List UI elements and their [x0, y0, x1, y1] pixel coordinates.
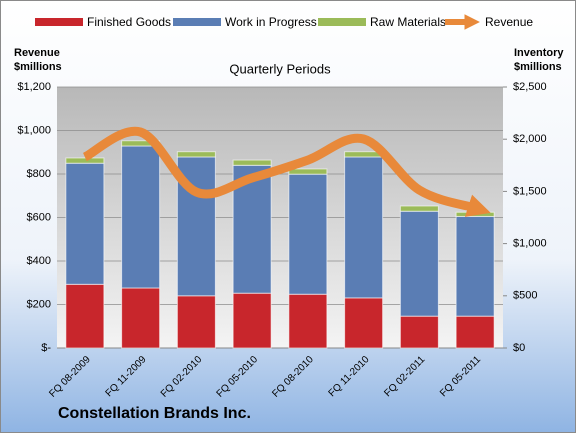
- bar-segment: [399, 210, 439, 317]
- bar-segment: [121, 287, 161, 349]
- y2-tick-label: $2,000: [513, 133, 547, 145]
- bar-segment: [176, 295, 216, 349]
- bar-segment: [344, 156, 384, 299]
- bar-segment: [232, 292, 272, 349]
- bar-segment: [65, 157, 105, 164]
- bar-segment: [399, 315, 439, 349]
- chart-title: Quarterly Periods: [229, 61, 331, 76]
- y2-tick-label: $1,000: [513, 238, 547, 250]
- y2-tick-label: $0: [513, 342, 525, 354]
- bar-segment: [232, 159, 272, 166]
- legend-label: Work in Progress: [225, 15, 317, 29]
- revenue-line: [82, 126, 491, 217]
- y-tick-label: $400: [27, 255, 51, 267]
- y-tick-label: $1,000: [17, 124, 51, 136]
- bar-segment: [288, 173, 328, 295]
- y2-tick-label: $1,500: [513, 185, 547, 197]
- bar-segment: [455, 315, 495, 349]
- bar-segment: [455, 211, 495, 217]
- legend-swatch: [318, 18, 366, 26]
- footer: Constellation Brands Inc.: [58, 405, 251, 422]
- y-tick-label: $-: [41, 342, 51, 354]
- y-axis-title: $millions: [14, 61, 62, 73]
- legend-swatch: [173, 18, 221, 26]
- y2-tick-label: $2,500: [513, 81, 547, 93]
- bar-segment: [344, 297, 384, 349]
- bar-segment: [455, 215, 495, 317]
- bar-segment: [399, 205, 439, 212]
- bar-segment: [65, 162, 105, 285]
- y-tick-label: $200: [27, 298, 51, 310]
- bar-segment: [121, 145, 161, 289]
- legend-label: Revenue: [485, 15, 533, 29]
- bar-segment: [288, 293, 328, 349]
- y2-tick-label: $500: [513, 290, 537, 302]
- y-tick-label: $600: [27, 211, 51, 223]
- y-tick-label: $1,200: [17, 81, 51, 93]
- legend-swatch: [35, 18, 83, 26]
- legend-label: Finished Goods: [87, 15, 171, 29]
- y2-axis-title: Inventory: [514, 47, 564, 59]
- bar-segment: [176, 151, 216, 158]
- y2-axis-title: $millions: [514, 61, 562, 73]
- y-tick-label: $800: [27, 168, 51, 180]
- legend-label: Raw Materials: [370, 15, 446, 29]
- bar-segment: [65, 283, 105, 349]
- bar-segment: [288, 168, 328, 175]
- y-axis-title: Revenue: [14, 47, 60, 59]
